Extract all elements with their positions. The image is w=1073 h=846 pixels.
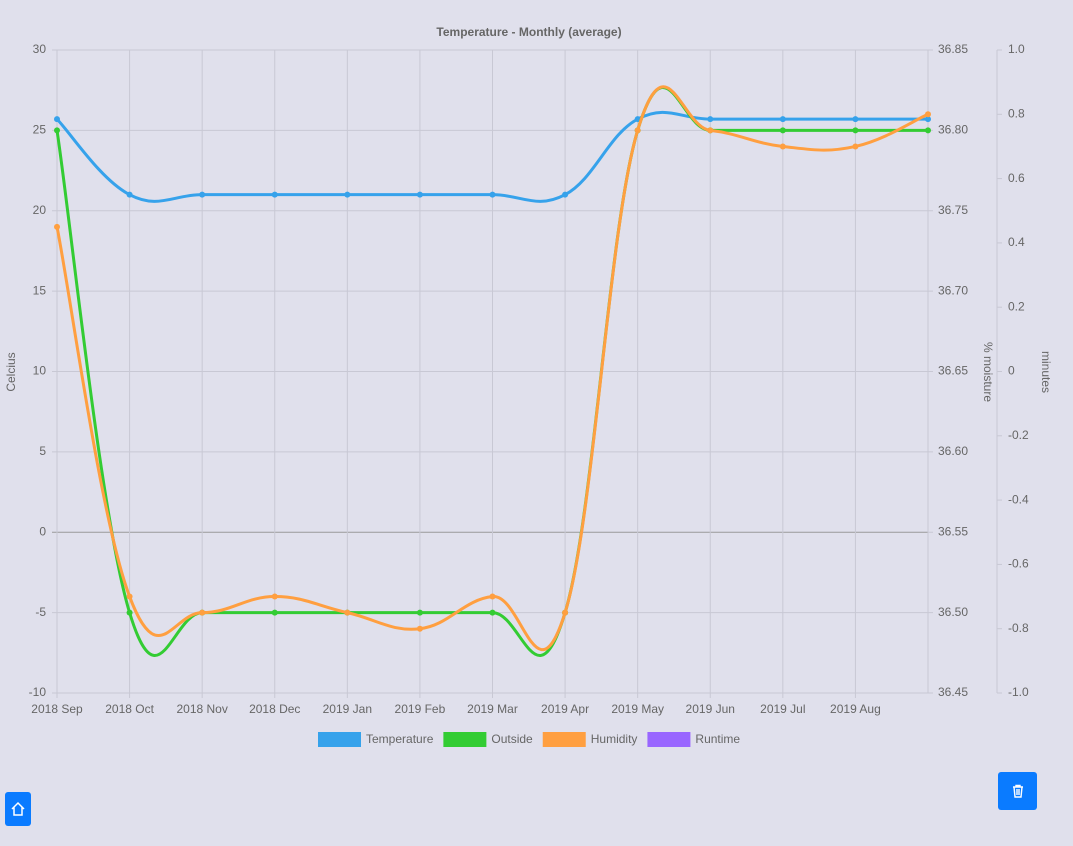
y2-tick-label: 36.75 [938,203,968,217]
data-point [416,191,423,198]
data-point [634,127,641,134]
home-icon [11,801,25,816]
x-tick-label: 2018 Dec [249,702,300,716]
legend-label: Outside [491,732,533,746]
y2-tick-label: 36.50 [938,605,968,619]
x-tick-label: 2019 Jun [686,702,735,716]
x-tick-label: 2019 Jul [760,702,805,716]
y3-tick-label: 0.8 [1008,106,1025,120]
data-point [199,609,206,616]
y-tick-label: 10 [33,364,47,378]
y3-tick-label: -0.6 [1008,557,1029,571]
x-tick-label: 2019 May [611,702,664,716]
data-point [852,127,859,134]
x-tick-label: 2019 Jan [323,702,372,716]
y-tick-label: 0 [39,524,46,538]
trash-icon [1012,784,1023,798]
x-tick-label: 2018 Oct [105,702,154,716]
y2-tick-label: 36.65 [938,364,968,378]
data-point [344,609,351,616]
y-tick-label: 25 [33,123,47,137]
data-point [271,593,278,600]
y2-axis-title: % moisture [981,342,995,402]
data-point [925,116,931,123]
y-tick-label: 15 [33,283,47,297]
y-tick-label: -10 [29,685,47,699]
y2-tick-label: 36.85 [938,42,968,56]
y-tick-label: 20 [33,203,47,217]
y3-tick-label: -0.2 [1008,428,1029,442]
data-point [562,609,569,616]
x-tick-label: 2019 Apr [541,702,589,716]
data-point [126,609,133,616]
y3-tick-label: -0.8 [1008,621,1029,635]
home-button[interactable] [5,792,31,826]
data-point [344,191,351,198]
x-tick-label: 2018 Sep [31,702,83,716]
x-tick-label: 2019 Feb [395,702,446,716]
y3-axis-title: minutes [1039,351,1053,393]
y-tick-label: -5 [35,605,46,619]
data-point [54,116,60,123]
x-tick-label: 2019 Aug [830,702,881,716]
y3-tick-label: -0.4 [1008,492,1029,506]
data-point [126,593,133,600]
y2-tick-label: 36.80 [938,123,968,137]
legend-swatch [318,732,361,747]
y3-tick-label: 0.2 [1008,299,1025,313]
y2-tick-label: 36.60 [938,444,968,458]
y-tick-label: 30 [33,42,47,56]
data-point [199,191,206,198]
legend-label: Temperature [366,732,434,746]
y3-tick-label: 0.6 [1008,171,1025,185]
y2-tick-label: 36.70 [938,283,968,297]
data-point [416,625,423,632]
data-point [634,116,641,123]
y3-tick-label: -1.0 [1008,685,1029,699]
y3-tick-label: 1.0 [1008,42,1025,56]
data-point [126,191,133,198]
data-point [779,127,786,134]
data-point [416,609,423,616]
x-tick-label: 2019 Mar [467,702,518,716]
data-point [271,191,278,198]
legend-swatch [443,732,487,747]
series-line [55,86,928,657]
legend-swatch [542,732,586,747]
chart-title: Temperature - Monthly (average) [436,25,621,39]
data-point [489,191,496,198]
legend-label: Humidity [591,732,638,746]
legend-label: Runtime [695,732,740,746]
data-point [852,116,859,123]
delete-button[interactable] [998,772,1037,810]
data-point [779,143,786,150]
data-point [925,127,931,134]
y2-tick-label: 36.45 [938,685,968,699]
y3-tick-label: 0.4 [1008,235,1025,249]
data-point [779,116,786,123]
data-point [925,111,931,118]
data-point [562,191,569,198]
y-tick-label: 5 [39,444,46,458]
data-point [54,127,60,134]
data-point [489,609,496,616]
data-point [271,609,278,616]
data-point [852,143,859,150]
y-axis-title: Celcius [4,352,18,391]
series-line [55,85,929,652]
y3-tick-label: 0 [1008,364,1015,378]
legend-swatch [647,732,691,747]
data-point [54,223,60,230]
data-point [489,593,496,600]
data-point [707,127,714,134]
x-tick-label: 2018 Nov [176,702,227,716]
y2-tick-label: 36.55 [938,524,968,538]
data-point [707,116,714,123]
